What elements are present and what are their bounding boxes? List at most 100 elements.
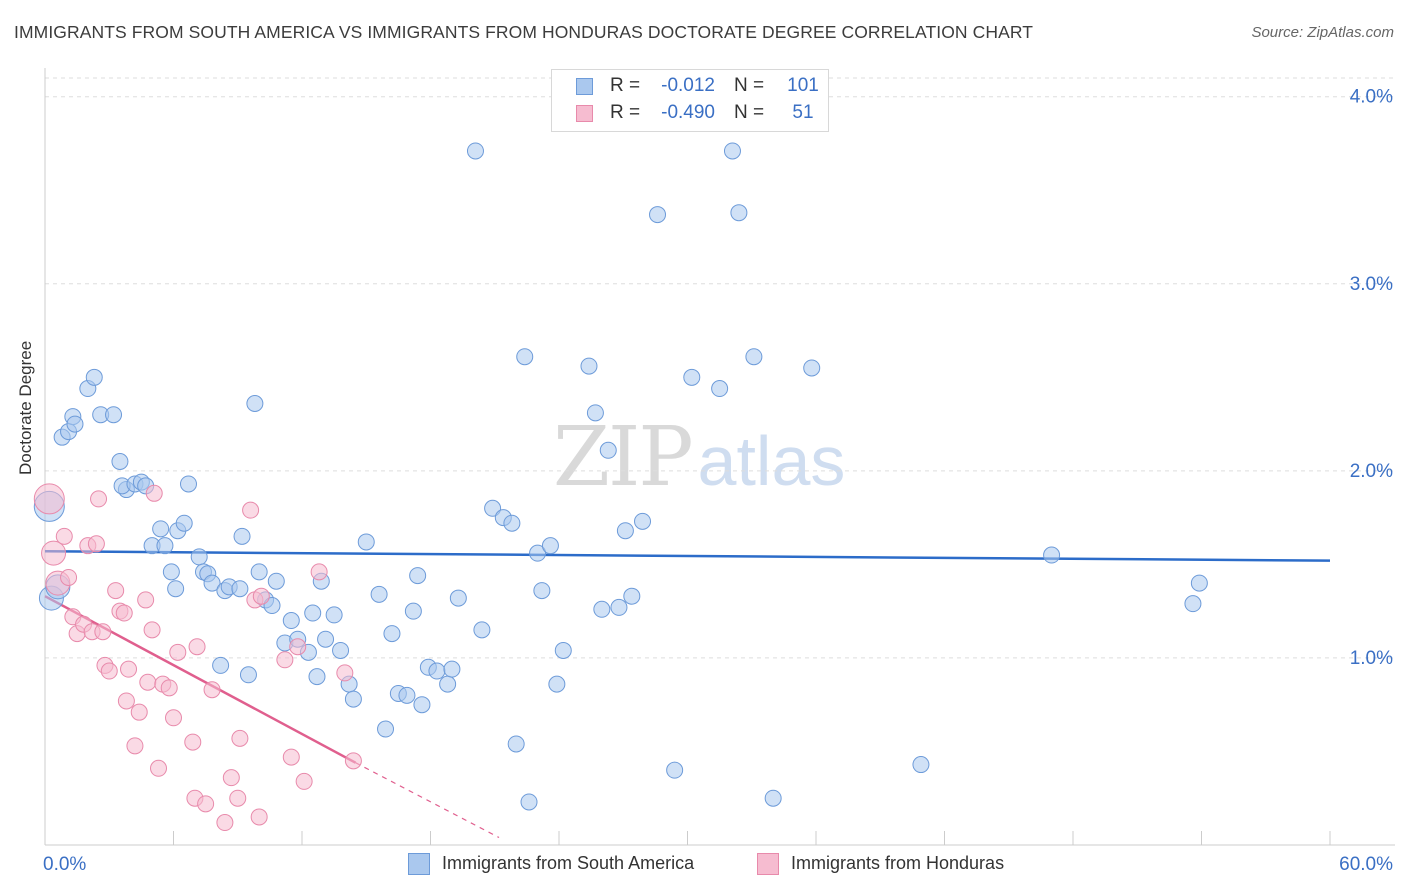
honduras-trend-line (44, 595, 357, 764)
south-america-trend-line (44, 550, 1331, 562)
honduras-point (139, 673, 157, 691)
honduras-point (203, 681, 221, 699)
axis-layer (44, 68, 1395, 846)
honduras-point (188, 638, 206, 656)
south-america-point (473, 621, 491, 639)
x-tick-label-max: 60.0% (1339, 854, 1393, 875)
honduras-point (310, 563, 328, 581)
blue-swatch-icon (576, 78, 593, 95)
source-label: Source: ZipAtlas.com (1251, 24, 1394, 41)
chart-title: IMMIGRANTS FROM SOUTH AMERICA VS IMMIGRA… (14, 22, 1034, 42)
south-america-point (203, 574, 221, 592)
south-america-point (282, 612, 300, 630)
south-america-point (520, 793, 538, 811)
honduras-point (120, 660, 138, 678)
south-america-point (239, 666, 257, 684)
south-america-point (370, 585, 388, 603)
y-tick-label: 2.0% (1350, 461, 1393, 482)
n-value: 101 (787, 75, 819, 96)
south-america-point (317, 630, 335, 648)
honduras-point (41, 540, 67, 566)
south-america-point (507, 735, 525, 753)
honduras-point (55, 527, 73, 545)
honduras-point (137, 591, 155, 609)
south-america-point (723, 142, 741, 160)
y-tick-label: 4.0% (1350, 87, 1393, 108)
south-america-point (711, 380, 729, 398)
south-america-point (548, 675, 566, 693)
blue-swatch-icon (408, 853, 430, 875)
south-america-point (730, 204, 748, 222)
honduras-point (242, 501, 260, 519)
south-america-point (152, 520, 170, 538)
south-america-point (175, 514, 193, 532)
honduras-point (145, 484, 163, 502)
south-america-point (404, 602, 422, 620)
pink-swatch-icon (757, 853, 779, 875)
south-america-point (308, 668, 326, 686)
south-america-point (623, 587, 641, 605)
south-america-point (156, 537, 174, 555)
south-america-point (610, 598, 628, 616)
south-america-point (634, 512, 652, 530)
r-value: -0.012 (661, 75, 715, 96)
south-america-point (325, 606, 343, 624)
south-america-point (803, 359, 821, 377)
south-america-point (683, 368, 701, 386)
honduras-point (169, 643, 187, 661)
honduras-point (229, 789, 247, 807)
south-america-point (466, 142, 484, 160)
y-tick-label: 3.0% (1350, 274, 1393, 295)
honduras-point (130, 703, 148, 721)
honduras-point (289, 638, 307, 656)
south-america-point (593, 600, 611, 618)
south-america-point (586, 404, 604, 422)
south-america-point (398, 686, 416, 704)
south-america-point (616, 522, 634, 540)
honduras-point (60, 568, 78, 586)
honduras-point (160, 679, 178, 697)
honduras-point (33, 483, 65, 515)
honduras-point (90, 490, 108, 508)
honduras-point (252, 587, 270, 605)
n-label: N = (734, 75, 765, 96)
tick-label-layer: 1.0% 2.0% 3.0% 4.0% 0.0% 60.0% (43, 87, 1393, 875)
south-america-point (66, 415, 84, 433)
south-america-point (912, 756, 930, 774)
south-america-point (162, 563, 180, 581)
south-america-point (179, 475, 197, 493)
honduras-point (107, 582, 125, 600)
honduras-point (87, 535, 105, 553)
south-america-point (554, 641, 572, 659)
watermark: ZIPatlas (553, 410, 845, 505)
south-america-point (503, 514, 521, 532)
south-america-point (263, 597, 281, 615)
south-america-point (383, 625, 401, 643)
south-america-point (599, 441, 617, 459)
honduras-point (216, 814, 234, 832)
south-america-point (666, 761, 684, 779)
south-america-point (233, 527, 251, 545)
south-america-point (344, 690, 362, 708)
honduras-point (197, 795, 215, 813)
south-america-point (190, 548, 208, 566)
honduras-point (115, 604, 133, 622)
south-america-point (231, 580, 249, 598)
r-label: R = (610, 102, 641, 123)
south-america-point (167, 580, 185, 598)
honduras-point (344, 752, 362, 770)
south-america-point (439, 675, 457, 693)
honduras-point (295, 772, 313, 790)
south-america-point (533, 582, 551, 600)
south-america-point (246, 395, 264, 413)
south-america-point (649, 206, 667, 224)
south-america-point (745, 348, 763, 366)
series-legend: Immigrants from South America Immigrants… (0, 851, 1406, 877)
south-america-point (409, 567, 427, 585)
south-america-point (85, 368, 103, 386)
n-value: 51 (792, 102, 814, 123)
r-value: -0.490 (661, 102, 715, 123)
trend-layer (44, 550, 1331, 839)
south-america-point (484, 499, 502, 517)
